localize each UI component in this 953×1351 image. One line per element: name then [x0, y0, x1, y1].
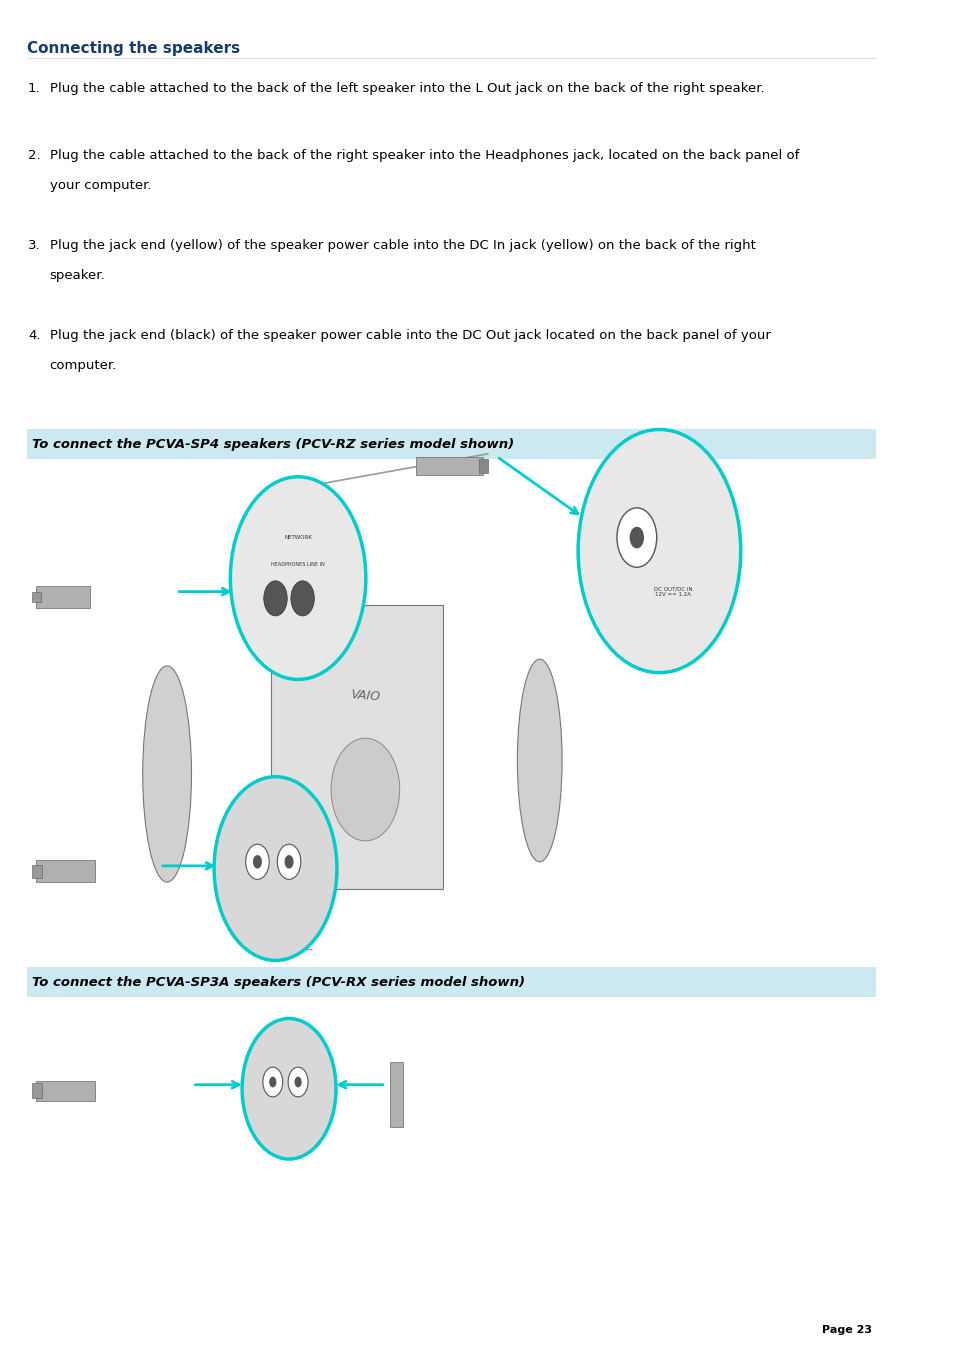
Bar	[27, 967, 875, 997]
Text: Page 23: Page 23	[821, 1325, 871, 1335]
Text: 4.: 4.	[29, 328, 41, 342]
Text: NETWORK: NETWORK	[284, 535, 312, 540]
Bar	[478, 459, 487, 473]
Bar	[36, 861, 94, 882]
Bar	[36, 586, 91, 608]
Bar	[27, 1001, 875, 1177]
Text: 1.: 1.	[28, 82, 41, 96]
Bar	[271, 605, 442, 889]
Text: your computer.: your computer.	[50, 178, 151, 192]
Circle shape	[246, 844, 269, 880]
Circle shape	[213, 777, 336, 961]
Ellipse shape	[143, 666, 192, 882]
Circle shape	[578, 430, 740, 673]
Text: DC OUT/DC IN
12V == 1.2A: DC OUT/DC IN 12V == 1.2A	[653, 586, 692, 597]
Circle shape	[263, 581, 287, 616]
Bar	[416, 457, 483, 476]
Text: Plug the cable attached to the back of the left speaker into the L Out jack on t: Plug the cable attached to the back of t…	[50, 82, 763, 96]
Text: To connect the PCVA-SP4 speakers (PCV-RZ series model shown): To connect the PCVA-SP4 speakers (PCV-RZ…	[31, 438, 514, 451]
Text: computer.: computer.	[50, 358, 117, 372]
Text: VAIO: VAIO	[350, 688, 380, 704]
Circle shape	[294, 1077, 301, 1088]
Text: speaker.: speaker.	[50, 269, 105, 282]
Bar	[390, 1062, 402, 1127]
Bar	[31, 1084, 43, 1098]
Circle shape	[263, 1067, 282, 1097]
Circle shape	[253, 855, 262, 869]
Circle shape	[288, 1067, 308, 1097]
Bar	[27, 430, 875, 459]
Bar	[31, 865, 43, 878]
Circle shape	[617, 508, 656, 567]
Circle shape	[629, 527, 643, 549]
Text: Connecting the speakers: Connecting the speakers	[27, 41, 240, 55]
Bar	[36, 1081, 94, 1101]
Text: 3.: 3.	[28, 239, 41, 253]
Bar	[27, 463, 875, 957]
Text: Plug the cable attached to the back of the right speaker into the Headphones jac: Plug the cable attached to the back of t…	[50, 149, 799, 162]
Circle shape	[269, 1077, 276, 1088]
Circle shape	[284, 855, 294, 869]
Text: Plug the jack end (black) of the speaker power cable into the DC Out jack locate: Plug the jack end (black) of the speaker…	[50, 328, 770, 342]
Ellipse shape	[517, 659, 561, 862]
Circle shape	[242, 1019, 335, 1159]
Circle shape	[277, 844, 300, 880]
Circle shape	[331, 738, 399, 840]
Circle shape	[291, 581, 314, 616]
Text: To connect the PCVA-SP3A speakers (PCV-RX series model shown): To connect the PCVA-SP3A speakers (PCV-R…	[31, 975, 524, 989]
Text: 2.: 2.	[28, 149, 41, 162]
Circle shape	[230, 477, 365, 680]
Text: Plug the jack end (yellow) of the speaker power cable into the DC In jack (yello: Plug the jack end (yellow) of the speake…	[50, 239, 755, 253]
Text: HEADPHONES LINE IN: HEADPHONES LINE IN	[271, 562, 325, 567]
Bar	[31, 592, 41, 603]
